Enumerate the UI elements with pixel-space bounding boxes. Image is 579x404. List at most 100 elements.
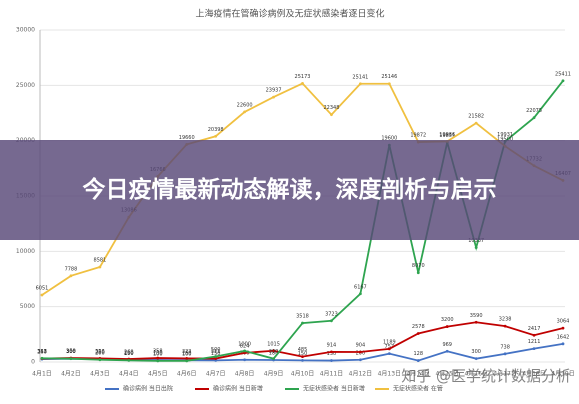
point xyxy=(301,322,304,325)
point xyxy=(359,358,362,361)
legend-label: 确诊病例 当日新增 xyxy=(213,385,263,393)
point xyxy=(446,350,449,353)
data-label: 300 xyxy=(66,349,76,355)
x-tick-label: 4月8日 xyxy=(235,371,255,378)
point xyxy=(41,294,44,297)
data-label: 904 xyxy=(356,342,366,348)
data-label: 2578 xyxy=(412,324,425,330)
data-label: 1000 xyxy=(238,341,251,347)
x-tick-label: 4月11日 xyxy=(320,371,343,378)
point xyxy=(127,359,130,362)
data-label: 100 xyxy=(182,351,192,357)
point xyxy=(243,358,246,361)
data-label: 128 xyxy=(414,351,424,357)
data-label: 485 xyxy=(298,347,308,353)
point xyxy=(533,334,536,337)
data-label: 1189 xyxy=(383,339,396,345)
headline: 今日疫情最新动态解读，深度剖析与启示 xyxy=(55,173,525,207)
data-label: 20398 xyxy=(208,127,224,133)
y-tick-label: 5000 xyxy=(20,303,35,310)
data-label: 22075 xyxy=(526,108,542,114)
x-tick-label: 4月9日 xyxy=(264,371,284,378)
point xyxy=(533,116,536,119)
x-tick-label: 4月12日 xyxy=(349,371,372,378)
data-label: 3590 xyxy=(470,313,483,319)
watermark: 知乎 @医学统计数据分析 xyxy=(401,365,571,386)
data-label: 8070 xyxy=(412,263,425,269)
data-label: 300 xyxy=(269,349,279,355)
data-label: 6167 xyxy=(354,284,367,290)
data-label: 1211 xyxy=(528,339,541,345)
point xyxy=(243,350,246,353)
x-tick-label: 4月1日 xyxy=(32,371,52,378)
data-label: 25173 xyxy=(295,74,311,80)
point xyxy=(156,359,159,362)
legend-label: 无症状感染者 当日新增 xyxy=(303,385,365,393)
y-tick-label: 30000 xyxy=(16,27,35,34)
data-label: 300 xyxy=(471,349,481,355)
data-label: 19936 xyxy=(439,132,455,138)
data-label: 19872 xyxy=(410,133,426,139)
point xyxy=(504,352,507,355)
y-tick-label: 0 xyxy=(31,359,35,366)
banner: 今日疫情最新动态解读，深度剖析与启示 xyxy=(0,140,579,240)
point xyxy=(70,357,73,360)
point xyxy=(446,325,449,328)
point xyxy=(562,342,565,345)
point xyxy=(475,357,478,360)
legend-label: 确诊病例 当日出院 xyxy=(123,385,173,393)
point xyxy=(359,292,362,295)
point xyxy=(185,357,188,360)
data-label: 100 xyxy=(153,351,163,357)
data-label: 8581 xyxy=(94,258,107,264)
x-tick-label: 4月10日 xyxy=(291,371,314,378)
point xyxy=(185,359,188,362)
point xyxy=(272,96,275,99)
point xyxy=(330,350,333,353)
data-label: 1642 xyxy=(557,334,570,340)
y-tick-label: 25000 xyxy=(16,82,35,89)
point xyxy=(359,82,362,85)
data-label: 22600 xyxy=(237,102,253,108)
point xyxy=(417,332,420,335)
point xyxy=(243,110,246,113)
point xyxy=(330,113,333,116)
data-label: 337 xyxy=(37,349,47,355)
point xyxy=(70,274,73,277)
point xyxy=(475,122,478,125)
data-label: 22348 xyxy=(323,105,339,111)
point xyxy=(98,266,101,269)
data-label: 3238 xyxy=(499,317,512,323)
point xyxy=(272,357,275,360)
data-label: 738 xyxy=(500,344,510,350)
x-tick-label: 4月3日 xyxy=(90,371,110,378)
data-label: 2417 xyxy=(528,326,541,332)
point xyxy=(301,359,304,362)
point xyxy=(504,325,507,328)
y-tick-label: 10000 xyxy=(16,248,35,255)
point xyxy=(388,82,391,85)
data-label: 25411 xyxy=(555,71,571,77)
x-tick-label: 4月2日 xyxy=(61,371,81,378)
point xyxy=(533,347,536,350)
point xyxy=(562,327,565,330)
point xyxy=(388,347,391,350)
data-label: 3518 xyxy=(296,314,309,320)
point xyxy=(98,358,101,361)
point xyxy=(214,135,217,138)
data-label: 21582 xyxy=(468,114,484,120)
point xyxy=(301,355,304,358)
point xyxy=(417,359,420,362)
x-tick-label: 4月13日 xyxy=(378,371,401,378)
point xyxy=(330,359,333,362)
point xyxy=(475,321,478,324)
data-label: 3064 xyxy=(557,319,570,325)
data-label: 3723 xyxy=(325,311,338,317)
data-label: 7788 xyxy=(65,266,78,272)
point xyxy=(388,352,391,355)
point xyxy=(214,355,217,358)
point xyxy=(417,271,420,274)
point xyxy=(301,82,304,85)
data-label: 6051 xyxy=(36,286,49,292)
point xyxy=(562,79,565,82)
